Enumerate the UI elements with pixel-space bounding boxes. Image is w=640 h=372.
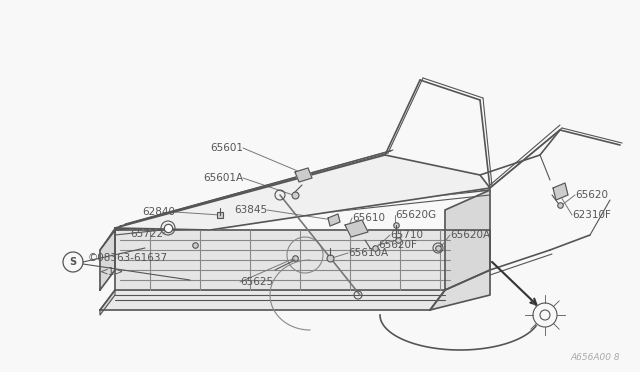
Polygon shape	[345, 220, 368, 237]
Text: 65610: 65610	[352, 213, 385, 223]
Polygon shape	[430, 270, 490, 310]
Text: 65601: 65601	[210, 143, 243, 153]
Text: 65620A: 65620A	[450, 230, 490, 240]
Polygon shape	[328, 214, 340, 226]
Text: ©08363-61637: ©08363-61637	[88, 253, 168, 263]
Polygon shape	[115, 155, 490, 230]
Text: S: S	[69, 257, 77, 267]
Polygon shape	[553, 183, 568, 200]
Text: 65620F: 65620F	[378, 240, 417, 250]
Polygon shape	[100, 290, 445, 310]
Text: 62840: 62840	[142, 207, 175, 217]
Polygon shape	[100, 230, 115, 290]
Text: 65620G: 65620G	[395, 210, 436, 220]
Text: 63845: 63845	[234, 205, 267, 215]
Text: 65722: 65722	[130, 229, 163, 239]
Text: 65620: 65620	[575, 190, 608, 200]
Text: <1>: <1>	[100, 267, 124, 277]
Text: 65710: 65710	[390, 230, 423, 240]
Polygon shape	[115, 230, 490, 290]
Polygon shape	[100, 290, 115, 315]
Text: A656A00 8: A656A00 8	[570, 353, 620, 362]
Text: 65610A: 65610A	[348, 248, 388, 258]
Polygon shape	[445, 190, 490, 290]
Text: 62310F: 62310F	[572, 210, 611, 220]
Polygon shape	[295, 168, 312, 182]
Text: 65601A: 65601A	[203, 173, 243, 183]
Text: 65625: 65625	[240, 277, 273, 287]
